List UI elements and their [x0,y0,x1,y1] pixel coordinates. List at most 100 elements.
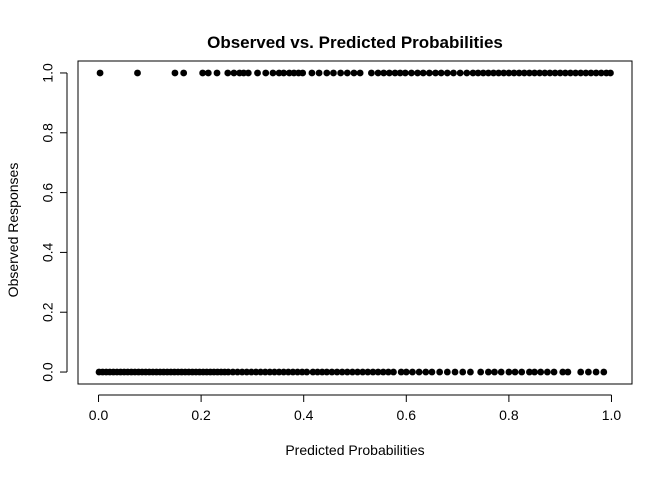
chart-title: Observed vs. Predicted Probabilities [207,33,503,52]
data-point [391,69,399,77]
data-point [262,69,270,77]
data-point [380,69,388,77]
data-point [505,368,513,376]
data-point [491,368,498,376]
data-point [474,69,482,77]
data-point [428,368,436,376]
data-point [269,69,277,77]
data-point [543,368,551,376]
data-point [592,368,600,376]
data-point [422,368,430,376]
data-point [338,368,346,376]
data-point [180,69,188,77]
data-point [323,368,331,376]
data-point [541,69,549,77]
data-point [469,69,477,77]
data-point [280,69,288,77]
y-axis-label: Observed Responses [5,163,21,298]
data-point [213,69,221,77]
data-point [567,69,574,77]
data-point [505,69,513,77]
x-tick-label: 0.2 [191,407,211,423]
data-point [607,69,614,77]
data-point [520,69,528,77]
y-tick-label: 0.4 [40,242,56,262]
data-point [536,69,544,77]
data-point [330,69,337,77]
y-tick-label: 1.0 [40,63,56,83]
data-point [328,368,336,376]
data-point [490,69,497,77]
data-point [397,368,405,376]
data-point [456,69,464,77]
data-point [409,368,416,376]
data-point [597,69,605,77]
x-tick-label: 0.6 [397,407,417,423]
data-point [356,69,364,77]
data-point [432,69,439,77]
data-point [384,368,392,376]
data-point [550,368,558,376]
data-point [204,69,212,77]
data-point [303,368,311,376]
data-point [96,69,104,77]
data-point [379,368,387,376]
y-axis-tick-labels: 0.0 0.2 0.4 0.6 0.8 1.0 [40,63,56,382]
data-point [359,368,367,376]
data-point [244,69,252,77]
data-point [337,69,345,77]
data-point [587,69,595,77]
data-point [600,368,608,376]
data-point [354,368,361,376]
data-point [224,69,232,77]
data-point [374,69,382,77]
data-point [369,368,377,376]
data-point [408,69,415,77]
data-point [368,69,375,77]
data-point [308,69,316,77]
data-point [463,69,471,77]
data-point [537,368,545,376]
data-point [459,368,467,376]
x-tick-label: 0.0 [89,407,109,423]
data-point [564,368,572,376]
data-point [484,69,492,77]
data-point [374,368,382,376]
x-axis: 0.0 0.2 0.4 0.6 0.8 1.0 [89,394,622,423]
data-point [254,69,261,77]
y-axis-ticks [60,72,67,373]
data-point [401,69,409,77]
data-point [414,69,421,77]
data-point [299,69,307,77]
data-point [171,69,179,77]
data-point [477,368,485,376]
data-point [443,69,451,77]
data-point [584,368,592,376]
data-point [415,368,423,376]
y-tick-label: 0.8 [40,123,56,143]
data-point [419,69,427,77]
data-point [526,368,533,376]
data-point [592,69,600,77]
x-axis-label: Predicted Probabilities [285,442,424,458]
data-point [396,69,404,77]
data-point [577,69,585,77]
data-point [467,368,474,376]
data-point [323,69,331,77]
x-tick-label: 1.0 [602,407,622,423]
data-point [577,368,585,376]
data-point [349,368,356,376]
data-point [495,69,503,77]
data-point [402,368,410,376]
data-point [134,69,141,77]
data-point [390,368,397,376]
x-tick-label: 0.8 [499,407,519,423]
data-point [451,368,459,376]
data-point [230,69,238,77]
y-tick-label: 0.6 [40,183,56,203]
data-point [479,69,487,77]
data-point [518,368,526,376]
data-point [436,368,444,376]
